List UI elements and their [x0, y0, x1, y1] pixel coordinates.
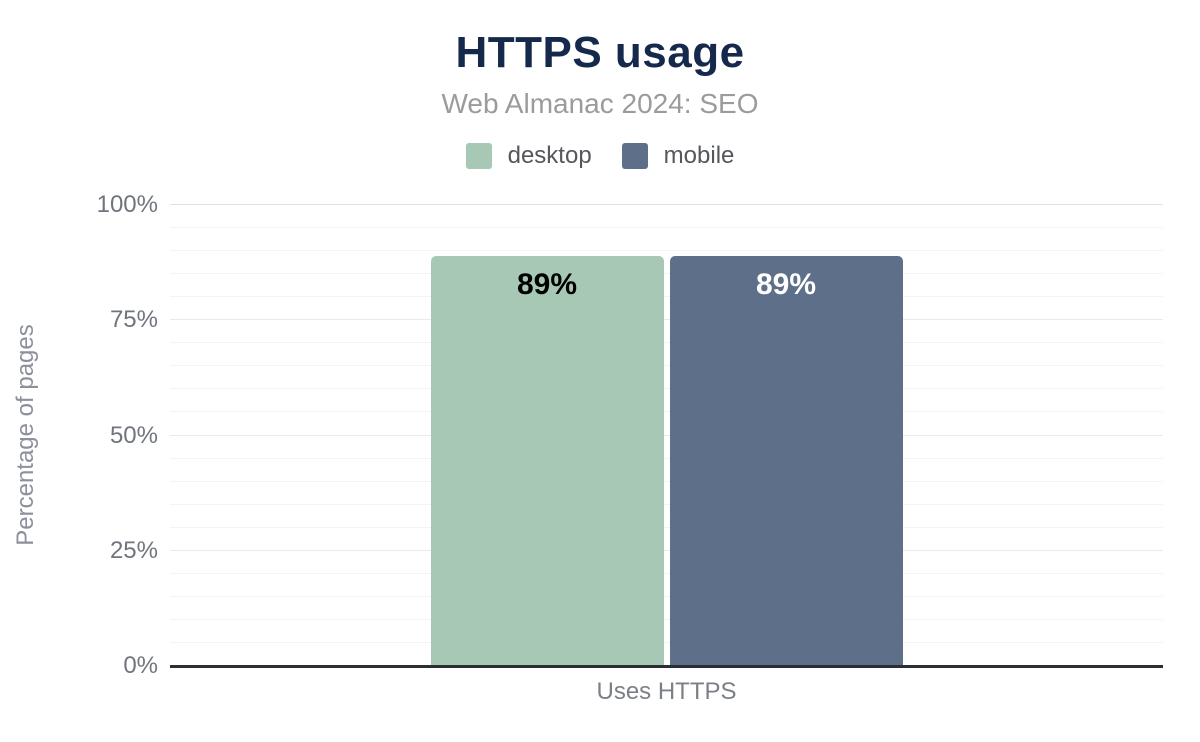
legend-item-mobile: mobile — [621, 142, 735, 170]
legend: desktop mobile — [0, 142, 1200, 170]
legend-label: mobile — [663, 142, 735, 169]
gridline-30 — [170, 526, 1163, 528]
bar-value-label-mobile: 89% — [755, 267, 817, 301]
gridline-100 — [170, 204, 1163, 205]
gridline-20 — [170, 572, 1163, 574]
gridline-90 — [170, 250, 1163, 252]
x-category-label: Uses HTTPS — [596, 678, 737, 705]
gridline-10 — [170, 618, 1163, 620]
gridline-95 — [170, 227, 1163, 229]
gridline-80 — [170, 296, 1163, 298]
gridline-5 — [170, 641, 1163, 643]
gridline-65 — [170, 365, 1163, 367]
x-axis-line — [170, 665, 1163, 668]
y-tick-label-75: 75% — [109, 306, 158, 334]
gridline-25 — [170, 549, 1163, 551]
gridline-55 — [170, 411, 1163, 413]
gridline-45 — [170, 457, 1163, 459]
chart-title: HTTPS usage — [455, 28, 745, 77]
plot-area: 0% 25% 50% 75% 100% 89% 89% Uses HTTPS — [97, 191, 1163, 705]
gridline-40 — [170, 480, 1163, 482]
legend-swatch-desktop — [465, 143, 492, 169]
chart-subtitle: Web Almanac 2024: SEO — [441, 88, 759, 119]
y-tick-label-0: 0% — [123, 652, 158, 679]
gridline-85 — [170, 273, 1163, 275]
gridline-70 — [170, 342, 1163, 344]
gridline-75 — [170, 319, 1163, 321]
y-tick-label-25: 25% — [109, 536, 158, 564]
legend-item-desktop: desktop — [465, 142, 592, 170]
bar-mobile: 89% — [669, 255, 903, 666]
y-tick-label-100: 100% — [96, 191, 158, 218]
bar-value-label-desktop: 89% — [516, 267, 578, 301]
y-tick-label-50: 50% — [109, 421, 158, 449]
gridline-50 — [170, 434, 1163, 436]
y-axis-title: Percentage of pages — [12, 324, 39, 546]
gridline-35 — [170, 503, 1163, 505]
legend-swatch-mobile — [621, 143, 648, 169]
gridline-15 — [170, 595, 1163, 597]
bar-desktop: 89% — [430, 255, 664, 666]
gridline-60 — [170, 388, 1163, 390]
legend-label: desktop — [507, 142, 592, 169]
